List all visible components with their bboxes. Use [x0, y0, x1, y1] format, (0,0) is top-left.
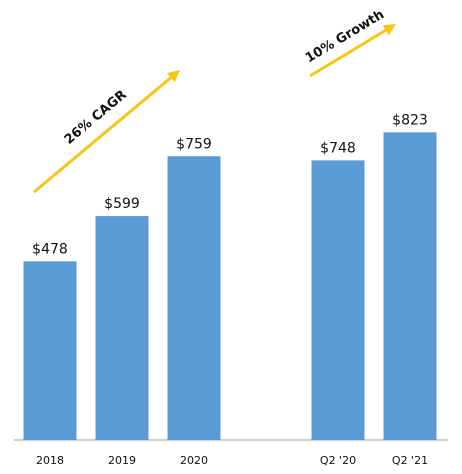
- cagr-arrowhead: [166, 70, 180, 83]
- cagr-annotation: 26% CAGR: [33, 70, 180, 194]
- growth-arrow: [309, 28, 387, 78]
- bar-5: [383, 132, 437, 441]
- x-tick-label-3: 2020: [180, 454, 208, 467]
- x-tick-label-1: 2018: [36, 454, 64, 467]
- x-tick-label-5: Q2 '21: [392, 454, 428, 467]
- cagr-arrow: [33, 76, 172, 194]
- value-label-2: $599: [104, 196, 140, 212]
- value-label-5: $823: [392, 112, 428, 128]
- bar-2: [95, 216, 149, 440]
- x-tick-label-4: Q2 '20: [320, 454, 356, 467]
- bar-3: [167, 156, 221, 440]
- growth-annotation: 10% Growth: [303, 7, 396, 78]
- growth-arrowhead: [382, 24, 396, 36]
- value-label-3: $759: [176, 136, 212, 152]
- bar-4: [311, 160, 365, 440]
- value-label-4: $748: [320, 140, 356, 156]
- bar-1: [23, 261, 77, 440]
- x-tick-label-2: 2019: [108, 454, 136, 467]
- value-label-1: $478: [32, 241, 68, 257]
